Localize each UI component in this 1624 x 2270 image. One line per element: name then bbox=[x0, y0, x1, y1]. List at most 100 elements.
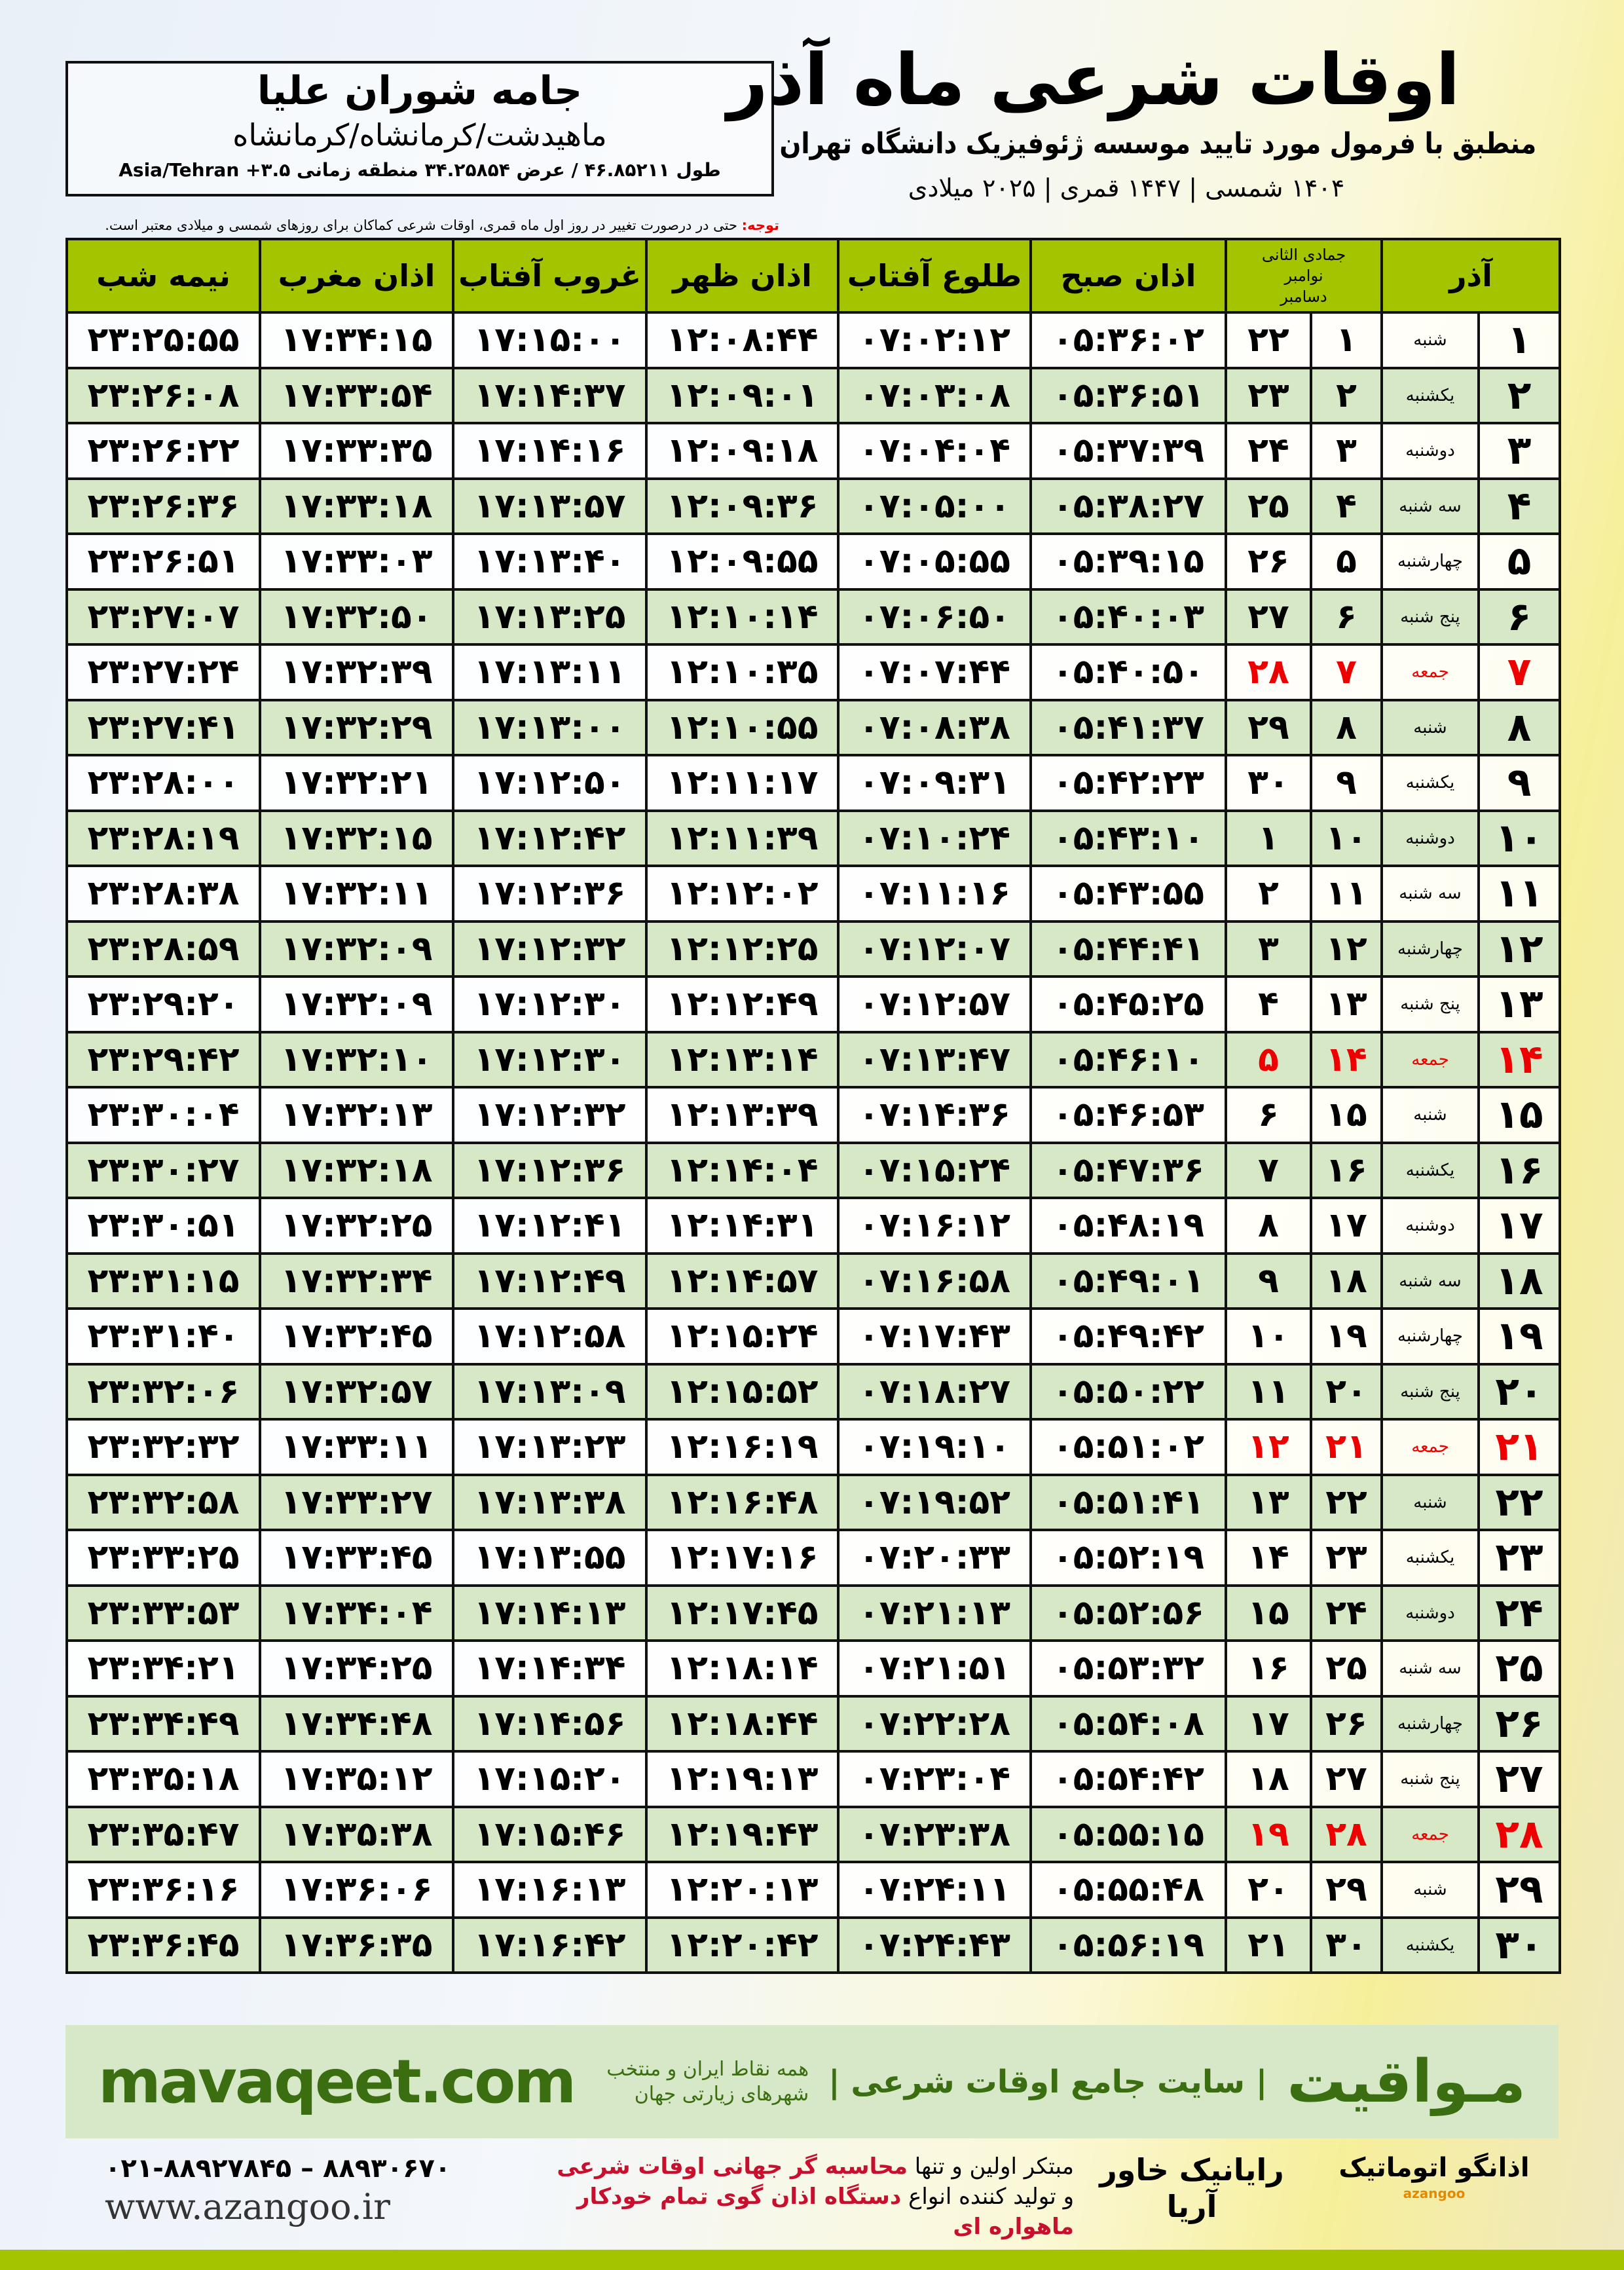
cell-sunrise: ۰۷:۲۲:۲۸ bbox=[837, 1694, 1032, 1753]
table-row: ۱۸ سه شنبه ۱۸ ۹ ۰۵:۴۹:۰۱ ۰۷:۱۶:۵۸ ۱۲:۱۴:۵۷ ۱۷:۱… bbox=[65, 1252, 1562, 1310]
azangoo-link[interactable]: www.azangoo.ir bbox=[105, 2186, 390, 2227]
cell-sunset: ۱۷:۱۳:۱۱ bbox=[452, 643, 648, 701]
cell-qamari: ۱۹ bbox=[1310, 1307, 1383, 1366]
cell-dhuhr: ۱۲:۱۴:۳۱ bbox=[645, 1197, 840, 1255]
cell-day: ۱۸ bbox=[1477, 1252, 1562, 1310]
cell-gregorian: ۱۰ bbox=[1225, 1307, 1312, 1366]
cell-sunset: ۱۷:۱۵:۴۶ bbox=[452, 1805, 648, 1863]
note: توجه: حتی در درصورت تغییر در روز اول ماه… bbox=[105, 216, 779, 234]
cell-midnight: ۲۳:۳۴:۲۱ bbox=[65, 1639, 261, 1698]
cell-day: ۱۲ bbox=[1477, 920, 1562, 978]
cell-qamari: ۲۰ bbox=[1310, 1362, 1383, 1421]
cell-maghrib: ۱۷:۳۴:۴۸ bbox=[259, 1694, 454, 1753]
cell-qamari: ۱۸ bbox=[1310, 1252, 1383, 1310]
cell-gregorian: ۲ bbox=[1225, 865, 1312, 923]
cell-midnight: ۲۳:۳۰:۲۷ bbox=[65, 1141, 261, 1199]
table-row: ۲۸ جمعه ۲۸ ۱۹ ۰۵:۵۵:۱۵ ۰۷:۲۳:۳۸ ۱۲:۱۹:۴۳ ۱۷:۱۵:… bbox=[65, 1805, 1562, 1863]
cell-sunrise: ۰۷:۱۱:۱۶ bbox=[837, 865, 1032, 923]
cell-qamari: ۲۷ bbox=[1310, 1750, 1383, 1808]
table-row: ۲۱ جمعه ۲۱ ۱۲ ۰۵:۵۱:۰۲ ۰۷:۱۹:۱۰ ۱۲:۱۶:۱۹ ۱۷:۱۳:… bbox=[65, 1418, 1562, 1476]
promo-line2: و تولید کننده انواع bbox=[901, 2184, 1074, 2210]
brand-tagline: همه نقاط ایران و منتخب شهرهای زیارتی جها… bbox=[606, 2057, 809, 2106]
cell-sunset: ۱۷:۱۳:۲۳ bbox=[452, 1418, 648, 1476]
cell-qamari: ۲۹ bbox=[1310, 1861, 1383, 1919]
cell-qamari: ۱۶ bbox=[1310, 1141, 1383, 1199]
cell-maghrib: ۱۷:۳۲:۱۱ bbox=[259, 865, 454, 923]
cell-qamari: ۲۸ bbox=[1310, 1805, 1383, 1863]
cell-dhuhr: ۱۲:۰۸:۴۴ bbox=[645, 311, 840, 369]
cell-day: ۱۴ bbox=[1477, 1030, 1562, 1088]
cell-day: ۲۰ bbox=[1477, 1362, 1562, 1421]
cell-gregorian: ۲۰ bbox=[1225, 1861, 1312, 1919]
cell-weekday: یکشنبه bbox=[1380, 1141, 1481, 1199]
cell-sunrise: ۰۷:۰۶:۵۰ bbox=[837, 587, 1032, 646]
col-greg-bottom: دسامبر bbox=[1280, 288, 1327, 306]
note-label: توجه: bbox=[741, 217, 779, 233]
cell-sunset: ۱۷:۱۳:۰۹ bbox=[452, 1362, 648, 1421]
cell-day: ۳۰ bbox=[1477, 1916, 1562, 1974]
cell-sunset: ۱۷:۱۳:۳۸ bbox=[452, 1473, 648, 1531]
cell-weekday: دوشنبه bbox=[1380, 1584, 1481, 1642]
cell-sunset: ۱۷:۱۲:۴۹ bbox=[452, 1252, 648, 1310]
col-maghrib: اذان مغرب bbox=[259, 238, 454, 314]
site-link[interactable]: mavaqeet.com bbox=[98, 2047, 576, 2117]
cell-dhuhr: ۱۲:۱۰:۱۴ bbox=[645, 587, 840, 646]
cell-gregorian: ۲۷ bbox=[1225, 587, 1312, 646]
table-row: ۲۴ دوشنبه ۲۴ ۱۵ ۰۵:۵۲:۵۶ ۰۷:۲۱:۱۳ ۱۲:۱۷:۴۵ ۱۷:۱… bbox=[65, 1584, 1562, 1642]
cell-gregorian: ۲۵ bbox=[1225, 477, 1312, 535]
cell-weekday: یکشنبه bbox=[1380, 754, 1481, 812]
table-row: ۱۳ پنج شنبه ۱۳ ۴ ۰۵:۴۵:۲۵ ۰۷:۱۲:۵۷ ۱۲:۱۲:۴۹ ۱۷:… bbox=[65, 975, 1562, 1033]
cell-day: ۲۷ bbox=[1477, 1750, 1562, 1808]
table-row: ۱۵ شنبه ۱۵ ۶ ۰۵:۴۶:۵۳ ۰۷:۱۴:۳۶ ۱۲:۱۳:۳۹ ۱۷:۱۲:۳… bbox=[65, 1086, 1562, 1144]
cell-sunrise: ۰۷:۲۱:۵۱ bbox=[837, 1639, 1032, 1698]
promo-line2-highlight: دستگاه اذان گوی تمام خودکار ماهواره ای bbox=[576, 2184, 1074, 2240]
cell-qamari: ۱۰ bbox=[1310, 809, 1383, 867]
cell-dhuhr: ۱۲:۱۱:۱۷ bbox=[645, 754, 840, 812]
cell-fajr: ۰۵:۴۳:۱۰ bbox=[1029, 809, 1227, 867]
cell-midnight: ۲۳:۳۱:۱۵ bbox=[65, 1252, 261, 1310]
cell-midnight: ۲۳:۳۳:۵۳ bbox=[65, 1584, 261, 1642]
table-row: ۱۰ دوشنبه ۱۰ ۱ ۰۵:۴۳:۱۰ ۰۷:۱۰:۲۴ ۱۲:۱۱:۳۹ ۱۷:۱۲… bbox=[65, 809, 1562, 867]
page-subtitle: منطبق با فرمول مورد تایید موسسه ژئوفیزیک… bbox=[779, 127, 1537, 160]
cell-gregorian: ۲۳ bbox=[1225, 366, 1312, 424]
cell-dhuhr: ۱۲:۱۴:۰۴ bbox=[645, 1141, 840, 1199]
cell-fajr: ۰۵:۴۵:۲۵ bbox=[1029, 975, 1227, 1033]
cell-weekday: پنج شنبه bbox=[1380, 1362, 1481, 1421]
cell-sunset: ۱۷:۱۴:۳۴ bbox=[452, 1639, 648, 1698]
table-row: ۲۳ یکشنبه ۲۳ ۱۴ ۰۵:۵۲:۱۹ ۰۷:۲۰:۳۳ ۱۲:۱۷:۱۶ ۱۷:۱… bbox=[65, 1529, 1562, 1587]
cell-dhuhr: ۱۲:۰۹:۱۸ bbox=[645, 422, 840, 480]
cell-weekday: جمعه bbox=[1380, 1418, 1481, 1476]
cell-weekday: سه شنبه bbox=[1380, 477, 1481, 535]
col-qamari: جمادی الثانی bbox=[1261, 246, 1346, 264]
cell-day: ۸ bbox=[1477, 698, 1562, 756]
cell-qamari: ۲ bbox=[1310, 366, 1383, 424]
cell-sunrise: ۰۷:۱۹:۵۲ bbox=[837, 1473, 1032, 1531]
cell-maghrib: ۱۷:۳۲:۳۹ bbox=[259, 643, 454, 701]
cell-midnight: ۲۳:۳۱:۴۰ bbox=[65, 1307, 261, 1366]
rayanik-logo: رایانیک خاور آریا bbox=[1099, 2152, 1284, 2224]
cell-gregorian: ۲۴ bbox=[1225, 422, 1312, 480]
cell-qamari: ۲۵ bbox=[1310, 1639, 1383, 1698]
cell-sunset: ۱۷:۱۵:۰۰ bbox=[452, 311, 648, 369]
col-qamari-greg: جمادی الثانی نوامبر دسامبر bbox=[1225, 238, 1383, 314]
cell-fajr: ۰۵:۳۸:۲۷ bbox=[1029, 477, 1227, 535]
cell-midnight: ۲۳:۲۶:۰۸ bbox=[65, 366, 261, 424]
cell-gregorian: ۶ bbox=[1225, 1086, 1312, 1144]
cell-midnight: ۲۳:۳۳:۲۵ bbox=[65, 1529, 261, 1587]
year-line: ۱۴۰۴ شمسی | ۱۴۴۷ قمری | ۲۰۲۵ میلادی bbox=[908, 174, 1345, 202]
cell-qamari: ۱۱ bbox=[1310, 865, 1383, 923]
cell-sunset: ۱۷:۱۴:۱۶ bbox=[452, 422, 648, 480]
cell-fajr: ۰۵:۵۰:۲۲ bbox=[1029, 1362, 1227, 1421]
cell-maghrib: ۱۷:۳۲:۵۷ bbox=[259, 1362, 454, 1421]
cell-sunrise: ۰۷:۰۲:۱۲ bbox=[837, 311, 1032, 369]
cell-dhuhr: ۱۲:۱۹:۱۳ bbox=[645, 1750, 840, 1808]
cell-dhuhr: ۱۲:۱۶:۴۸ bbox=[645, 1473, 840, 1531]
cell-midnight: ۲۳:۲۸:۵۹ bbox=[65, 920, 261, 978]
cell-weekday: سه شنبه bbox=[1380, 865, 1481, 923]
cell-sunrise: ۰۷:۱۳:۴۷ bbox=[837, 1030, 1032, 1088]
cell-gregorian: ۲۶ bbox=[1225, 532, 1312, 591]
cell-day: ۱۱ bbox=[1477, 865, 1562, 923]
mavaqeet-banner: مـواقیت | سایت جامع اوقات شرعی | همه نقا… bbox=[65, 2025, 1559, 2138]
cell-dhuhr: ۱۲:۲۰:۴۲ bbox=[645, 1916, 840, 1974]
promo-text: مبتکر اولین و تنها محاسبه گر جهانی اوقات… bbox=[504, 2151, 1074, 2242]
